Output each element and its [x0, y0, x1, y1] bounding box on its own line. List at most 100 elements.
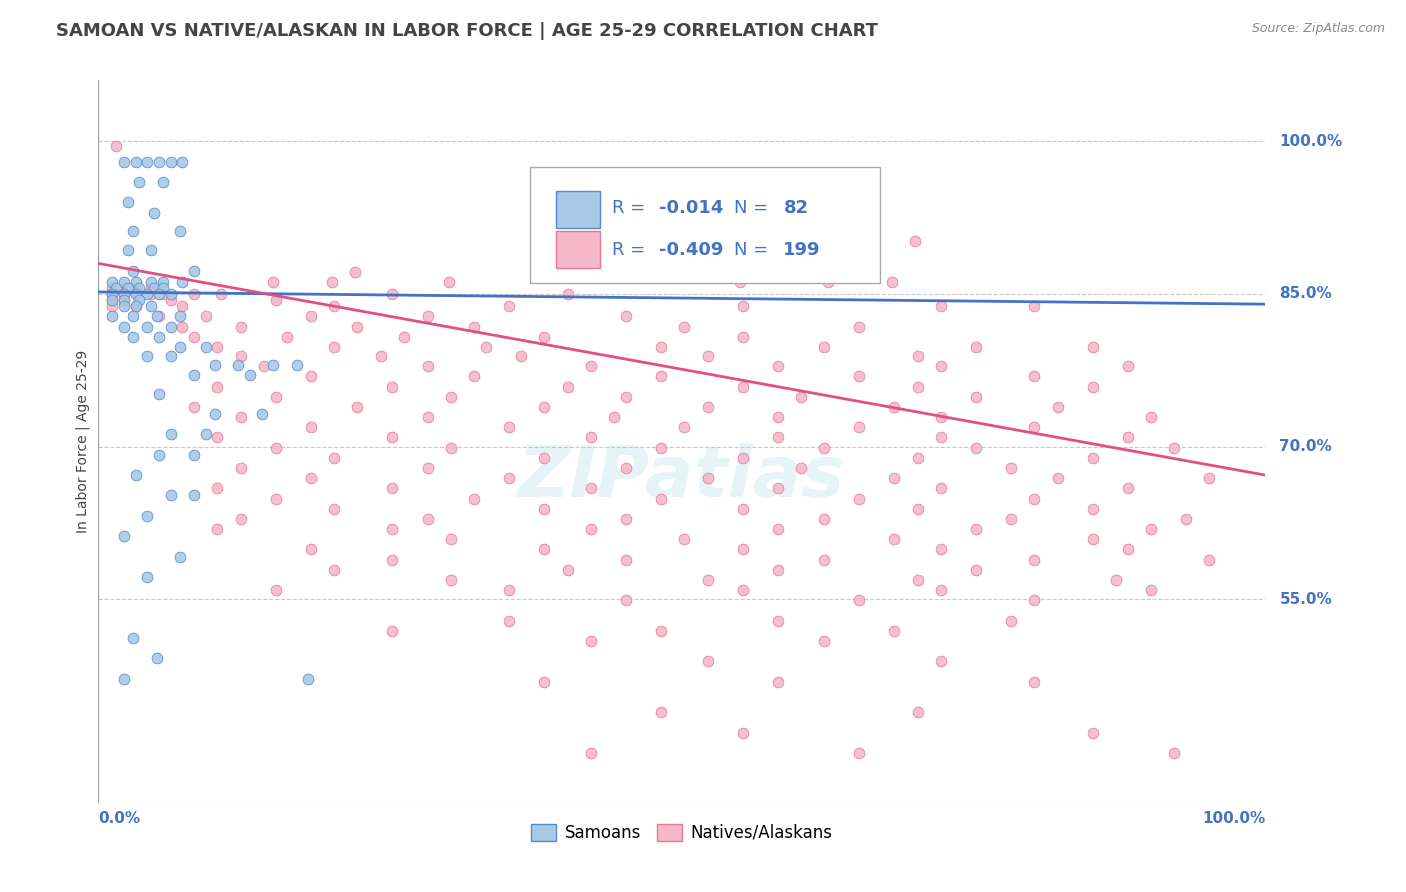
- Samoans: [101, 287, 124, 301]
- Natives/Alaskans: [139, 287, 162, 301]
- Natives/Alaskans: [673, 319, 696, 334]
- Text: -0.014: -0.014: [658, 199, 723, 217]
- Samoans: [125, 154, 148, 169]
- Samoans: [128, 175, 150, 189]
- Samoans: [117, 244, 139, 258]
- Natives/Alaskans: [1116, 542, 1139, 557]
- Legend: Samoans, Natives/Alaskans: Samoans, Natives/Alaskans: [524, 817, 839, 848]
- Natives/Alaskans: [1116, 481, 1139, 495]
- Natives/Alaskans: [498, 299, 520, 313]
- Natives/Alaskans: [579, 746, 602, 760]
- Natives/Alaskans: [883, 533, 905, 547]
- Natives/Alaskans: [533, 501, 555, 516]
- Natives/Alaskans: [381, 379, 404, 393]
- Natives/Alaskans: [1163, 746, 1185, 760]
- Natives/Alaskans: [101, 293, 124, 307]
- Y-axis label: In Labor Force | Age 25-29: In Labor Force | Age 25-29: [76, 350, 90, 533]
- Natives/Alaskans: [650, 624, 672, 638]
- Natives/Alaskans: [929, 359, 952, 374]
- Samoans: [172, 154, 194, 169]
- Natives/Alaskans: [533, 450, 555, 465]
- Natives/Alaskans: [207, 379, 229, 393]
- Natives/Alaskans: [1024, 674, 1046, 689]
- Natives/Alaskans: [766, 410, 789, 425]
- Natives/Alaskans: [731, 583, 754, 598]
- Natives/Alaskans: [264, 441, 287, 455]
- Samoans: [125, 468, 148, 483]
- Natives/Alaskans: [125, 281, 148, 295]
- Natives/Alaskans: [929, 299, 952, 313]
- Samoans: [128, 281, 150, 295]
- Samoans: [101, 293, 124, 307]
- Samoans: [148, 448, 170, 462]
- Natives/Alaskans: [264, 583, 287, 598]
- Natives/Alaskans: [965, 522, 987, 536]
- Natives/Alaskans: [207, 481, 229, 495]
- Natives/Alaskans: [1116, 430, 1139, 444]
- Natives/Alaskans: [650, 369, 672, 384]
- Text: SAMOAN VS NATIVE/ALASKAN IN LABOR FORCE | AGE 25-29 CORRELATION CHART: SAMOAN VS NATIVE/ALASKAN IN LABOR FORCE …: [56, 22, 879, 40]
- Natives/Alaskans: [229, 349, 252, 363]
- Natives/Alaskans: [763, 231, 786, 245]
- Natives/Alaskans: [579, 634, 602, 648]
- Natives/Alaskans: [1163, 441, 1185, 455]
- Natives/Alaskans: [264, 491, 287, 506]
- FancyBboxPatch shape: [530, 167, 880, 283]
- Natives/Alaskans: [323, 501, 346, 516]
- Natives/Alaskans: [1081, 340, 1104, 354]
- Natives/Alaskans: [183, 287, 205, 301]
- Natives/Alaskans: [104, 139, 127, 153]
- Natives/Alaskans: [965, 563, 987, 577]
- Samoans: [194, 340, 217, 354]
- Natives/Alaskans: [152, 287, 174, 301]
- Natives/Alaskans: [929, 654, 952, 668]
- Natives/Alaskans: [264, 293, 287, 307]
- Samoans: [159, 349, 181, 363]
- Samoans: [169, 340, 191, 354]
- Samoans: [122, 310, 145, 324]
- Natives/Alaskans: [671, 211, 693, 225]
- Natives/Alaskans: [766, 674, 789, 689]
- Natives/Alaskans: [766, 359, 789, 374]
- Natives/Alaskans: [381, 481, 404, 495]
- Natives/Alaskans: [112, 287, 135, 301]
- Natives/Alaskans: [766, 614, 789, 628]
- FancyBboxPatch shape: [555, 230, 600, 268]
- Natives/Alaskans: [1140, 410, 1163, 425]
- Natives/Alaskans: [673, 420, 696, 434]
- Natives/Alaskans: [848, 746, 870, 760]
- Natives/Alaskans: [813, 441, 835, 455]
- Samoans: [143, 205, 166, 219]
- Natives/Alaskans: [139, 281, 162, 295]
- Natives/Alaskans: [1105, 573, 1128, 587]
- Samoans: [112, 319, 135, 334]
- Natives/Alaskans: [790, 390, 813, 404]
- Samoans: [122, 263, 145, 277]
- Text: -0.409: -0.409: [658, 241, 723, 259]
- Samoans: [112, 529, 135, 543]
- Natives/Alaskans: [533, 329, 555, 343]
- Samoans: [136, 319, 159, 334]
- Natives/Alaskans: [253, 359, 276, 374]
- Samoans: [194, 427, 217, 442]
- Samoans: [152, 281, 174, 295]
- Natives/Alaskans: [696, 400, 718, 414]
- Natives/Alaskans: [276, 329, 298, 343]
- Natives/Alaskans: [323, 563, 346, 577]
- Natives/Alaskans: [101, 299, 124, 313]
- Natives/Alaskans: [344, 264, 367, 278]
- Samoans: [262, 358, 284, 372]
- Natives/Alaskans: [614, 552, 637, 566]
- Natives/Alaskans: [557, 287, 579, 301]
- Natives/Alaskans: [929, 583, 952, 598]
- Natives/Alaskans: [172, 299, 194, 313]
- Samoans: [117, 195, 139, 210]
- Text: 55.0%: 55.0%: [1279, 591, 1331, 607]
- Text: ZIPatlas: ZIPatlas: [519, 443, 845, 512]
- Samoans: [285, 358, 308, 372]
- Text: 199: 199: [783, 241, 821, 259]
- Samoans: [239, 368, 262, 383]
- Natives/Alaskans: [731, 329, 754, 343]
- Samoans: [159, 427, 181, 442]
- Natives/Alaskans: [965, 340, 987, 354]
